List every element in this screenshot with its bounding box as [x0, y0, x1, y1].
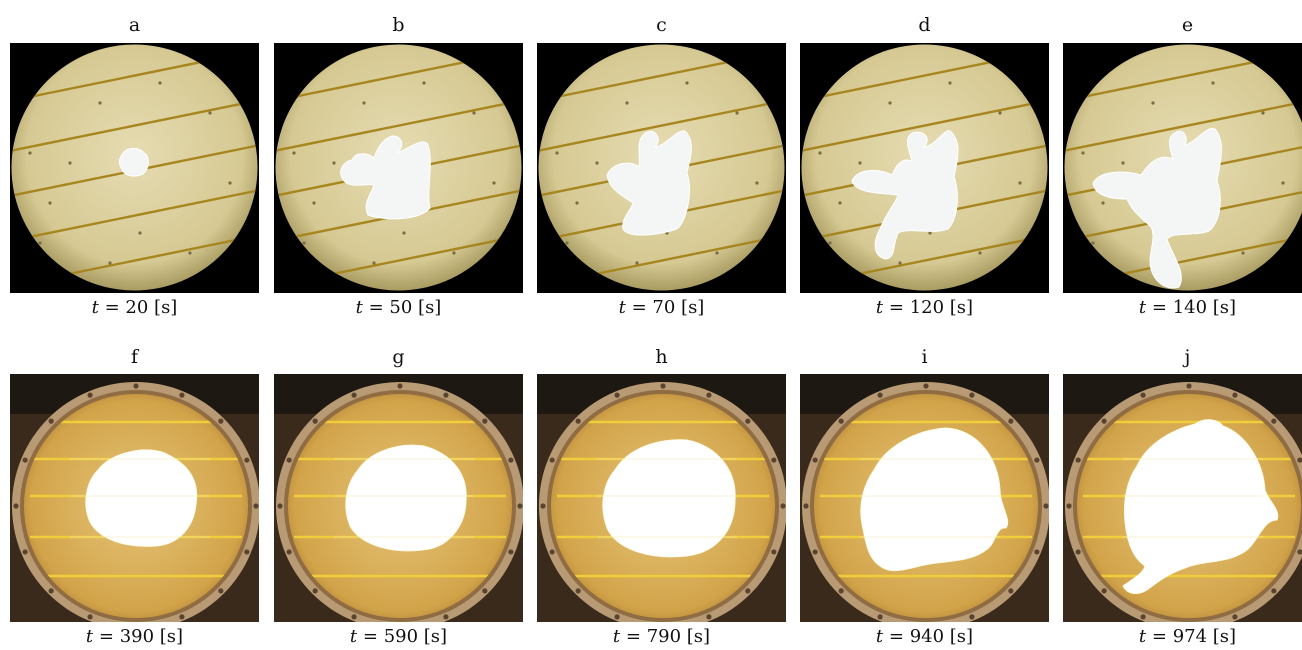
- time-unit: [s]: [418, 297, 441, 318]
- panel-j: j t = 974 [s]: [1063, 346, 1302, 650]
- experiment-photo: [274, 43, 523, 293]
- experiment-photo: [537, 374, 786, 622]
- time-caption: t = 940 [s]: [800, 626, 1049, 648]
- time-value: 974: [1173, 626, 1207, 647]
- panel-letter: a: [10, 14, 259, 36]
- time-caption: t = 390 [s]: [10, 626, 259, 648]
- time-unit: [s]: [424, 626, 447, 647]
- time-unit: [s]: [154, 297, 177, 318]
- time-value: 70: [652, 297, 675, 318]
- time-unit: [s]: [681, 297, 704, 318]
- time-unit: [s]: [950, 297, 973, 318]
- panel-letter: c: [537, 14, 786, 36]
- panel-letter: i: [800, 346, 1049, 368]
- fluid-region: [86, 450, 197, 546]
- panel-f: f t = 390 [s]: [10, 346, 259, 650]
- experiment-photo: [10, 374, 259, 622]
- panel-e: e t = 140 [s]: [1063, 14, 1302, 321]
- time-value: 790: [647, 626, 681, 647]
- time-unit: [s]: [1213, 297, 1236, 318]
- experiment-photo: [800, 43, 1049, 293]
- time-caption: t = 70 [s]: [537, 297, 786, 319]
- fluid-finger: [119, 148, 148, 176]
- time-value: 50: [389, 297, 412, 318]
- panel-letter: j: [1063, 346, 1302, 368]
- time-caption: t = 20 [s]: [10, 297, 259, 319]
- panel-i: i t = 940 [s]: [800, 346, 1049, 650]
- panel-c: c t = 70 [s]: [537, 14, 786, 321]
- time-caption: t = 974 [s]: [1063, 626, 1302, 648]
- time-value: 140: [1173, 297, 1207, 318]
- time-unit: [s]: [687, 626, 710, 647]
- panel-a: a t = 20 [s]: [10, 14, 259, 321]
- panel-letter: d: [800, 14, 1049, 36]
- experiment-photo: [537, 43, 786, 293]
- time-unit: [s]: [950, 626, 973, 647]
- time-value: 390: [120, 626, 154, 647]
- experiment-photo: [800, 374, 1049, 622]
- time-symbol: t: [619, 297, 626, 318]
- time-value: 940: [910, 626, 944, 647]
- panel-letter: h: [537, 346, 786, 368]
- time-caption: t = 790 [s]: [537, 626, 786, 648]
- experiment-photo: [10, 43, 259, 293]
- time-caption: t = 590 [s]: [274, 626, 523, 648]
- time-unit: [s]: [160, 626, 183, 647]
- panel-letter: f: [10, 346, 259, 368]
- panel-d: d t = 120 [s]: [800, 14, 1049, 321]
- experiment-photo: [274, 374, 523, 622]
- time-value: 120: [910, 297, 944, 318]
- experiment-photo: [1063, 43, 1302, 293]
- time-caption: t = 140 [s]: [1063, 297, 1302, 319]
- panel-g: g t = 590 [s]: [274, 346, 523, 650]
- time-value: 20: [125, 297, 148, 318]
- panel-b: b t = 50 [s]: [274, 14, 523, 321]
- panel-letter: b: [274, 14, 523, 36]
- time-value: 590: [384, 626, 418, 647]
- panel-letter: g: [274, 346, 523, 368]
- time-caption: t = 120 [s]: [800, 297, 1049, 319]
- panel-letter: e: [1063, 14, 1302, 36]
- panel-h: h t = 790 [s]: [537, 346, 786, 650]
- experiment-photo: [1063, 374, 1302, 622]
- time-symbol: t: [92, 297, 99, 318]
- time-symbol: t: [356, 297, 363, 318]
- time-caption: t = 50 [s]: [274, 297, 523, 319]
- time-unit: [s]: [1213, 626, 1236, 647]
